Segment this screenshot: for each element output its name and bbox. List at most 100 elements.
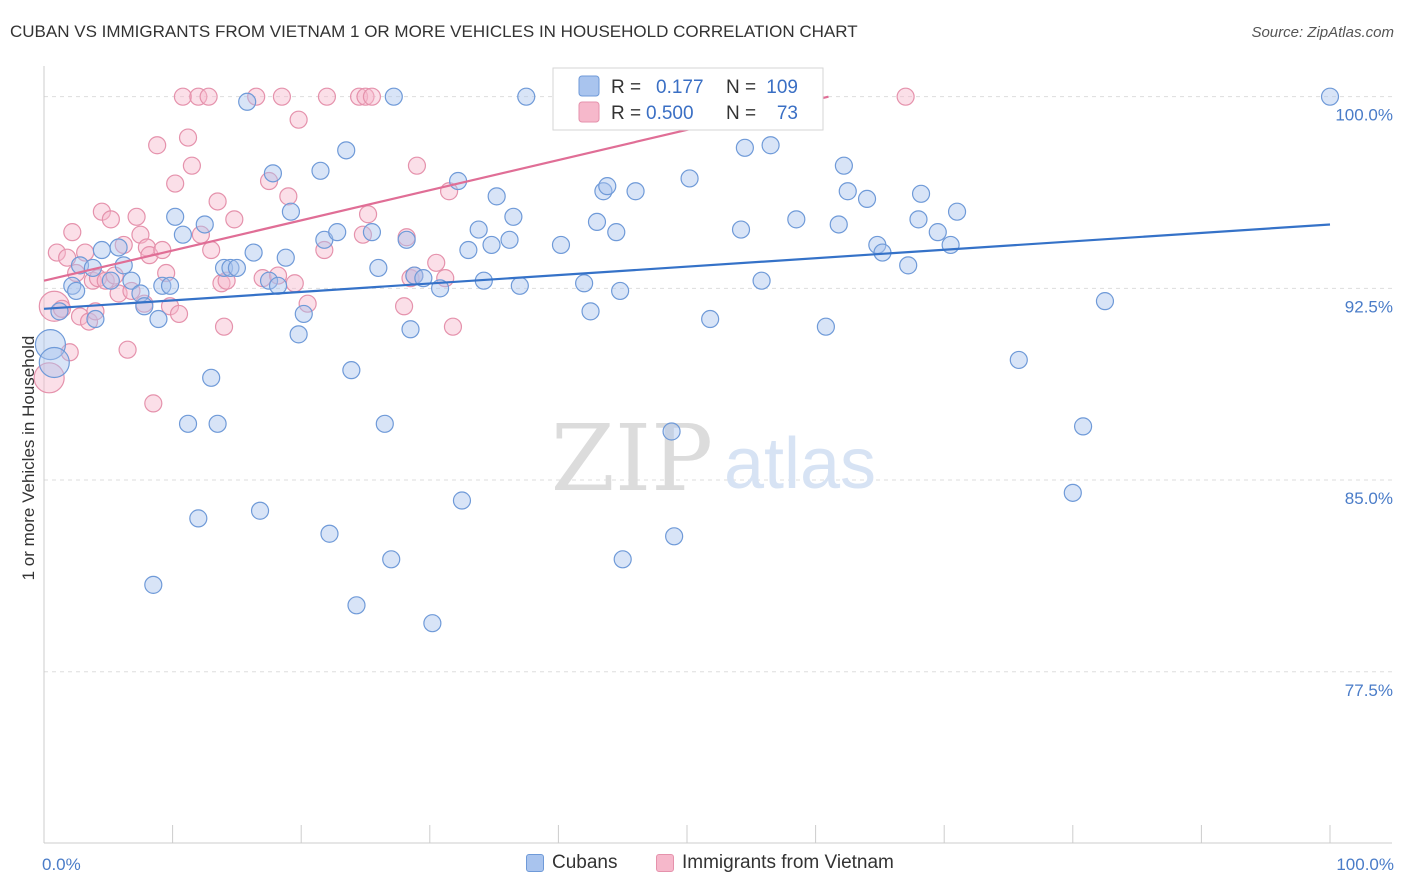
vietnam-point-45 (225, 210, 244, 229)
vietnam-point-50 (272, 87, 292, 106)
cuban-point-26 (214, 258, 234, 278)
vietnam-point-72 (896, 87, 915, 106)
chart-title: CUBAN VS IMMIGRANTS FROM VIETNAM 1 OR MO… (10, 22, 858, 41)
cuban-point-18 (160, 276, 180, 295)
cuban-point-21 (178, 414, 198, 433)
cuban-point-8 (92, 240, 111, 260)
cuban-point-52 (401, 320, 420, 339)
y-axis-label: 1 or more Vehicles in Household (19, 336, 38, 581)
cuban-point-36 (281, 202, 301, 221)
legend-item-cubans[interactable]: Cubans (526, 852, 618, 874)
cuban-point-54 (414, 269, 433, 288)
cuban-point-83 (735, 138, 754, 157)
vietnam-point-70 (443, 317, 463, 336)
vietnam-point-66 (407, 156, 427, 175)
cuban-point-43 (337, 141, 356, 160)
cuban-point-31 (250, 501, 270, 520)
y-tick-label-3: 77.5% (1345, 681, 1393, 700)
cuban-point-102 (1073, 417, 1093, 436)
cuban-point-78 (662, 422, 681, 441)
cuban-point-11 (114, 256, 133, 275)
stats-box: R = 0.177 N = 109 R = 0.500 N = 73 (552, 67, 824, 131)
stats-r-label-vietnam: R = (611, 103, 641, 124)
cuban-point-91 (857, 189, 877, 209)
cuban-point-32 (259, 271, 279, 290)
vietnam-point-12 (86, 302, 105, 321)
cuban-point-98 (941, 235, 960, 255)
vietnam-point-32 (166, 174, 185, 193)
cuban-point-19 (166, 207, 185, 226)
cuban-points (34, 87, 1340, 633)
vietnam-point-37 (189, 87, 208, 106)
vietnam-point-27 (144, 394, 163, 413)
stats-r-label-cubans: R = (611, 77, 641, 98)
vietnam-point-54 (298, 294, 317, 313)
cuban-point-64 (500, 230, 519, 249)
vietnam-point-52 (285, 274, 304, 293)
vietnam-point-39 (199, 87, 218, 106)
cuban-point-35 (276, 248, 295, 267)
cuban-point-67 (517, 87, 536, 106)
vietnam-point-19 (114, 235, 133, 255)
cuban-point-57 (448, 171, 468, 191)
grid-lines (44, 96, 1392, 673)
cuban-point-80 (680, 169, 699, 188)
vietnam-point-42 (212, 274, 231, 293)
cuban-point-4 (67, 281, 86, 301)
vietnam-point-67 (427, 253, 446, 272)
vietnam-point-20 (118, 340, 137, 359)
stats-n-label-cubans: N = (726, 77, 756, 98)
cuban-point-23 (195, 215, 214, 234)
cuban-point-95 (909, 210, 928, 229)
cuban-point-79 (665, 527, 684, 546)
cuban-point-99 (947, 202, 967, 221)
stats-r-value-vietnam: 0.500 (646, 103, 694, 124)
cuban-point-59 (459, 240, 478, 260)
vietnam-points (33, 87, 915, 413)
vietnam-point-15 (96, 271, 115, 290)
vietnam-point-55 (315, 240, 334, 260)
cuban-point-44 (342, 361, 361, 380)
legend-swatch-vietnam (656, 854, 674, 872)
vietnam-point-49 (268, 266, 288, 285)
vietnam-point-28 (148, 136, 167, 155)
vietnam-point-16 (101, 210, 120, 229)
stats-n-value-vietnam: 73 (777, 103, 798, 124)
cuban-point-88 (829, 215, 848, 234)
cuban-point-1 (38, 346, 70, 379)
y-tick-label-1: 92.5% (1345, 297, 1393, 316)
cuban-point-68 (551, 235, 571, 255)
vietnam-point-53 (289, 110, 308, 129)
cuban-point-34 (268, 276, 288, 295)
cuban-point-30 (244, 243, 263, 262)
cuban-point-16 (149, 309, 168, 329)
cuban-point-89 (834, 156, 853, 175)
cuban-point-101 (1063, 483, 1082, 502)
vietnam-point-46 (247, 87, 266, 106)
cuban-point-46 (362, 223, 382, 242)
cuban-point-29 (238, 92, 257, 111)
cuban-trend-line (43, 223, 1331, 310)
cuban-point-90 (838, 182, 857, 201)
vietnam-point-6 (63, 223, 82, 242)
vietnam-point-29 (153, 240, 172, 260)
cuban-point-96 (911, 184, 931, 203)
cuban-point-84 (752, 271, 771, 290)
cuban-point-55 (423, 614, 442, 633)
stats-r-value-cubans: 0.177 (656, 77, 704, 98)
cuban-point-87 (816, 317, 835, 336)
vietnam-point-2 (47, 243, 66, 262)
cuban-point-14 (135, 297, 154, 316)
cuban-point-104 (1320, 87, 1340, 106)
source-label: Source: ZipAtlas.com (1251, 24, 1394, 41)
cuban-point-22 (189, 509, 208, 528)
cuban-point-75 (611, 281, 630, 301)
cuban-point-49 (382, 550, 401, 569)
cuban-point-74 (607, 223, 626, 242)
legend-item-vietnam[interactable]: Immigrants from Vietnam (656, 852, 894, 874)
vietnam-point-35 (178, 128, 198, 147)
cuban-point-77 (626, 182, 645, 201)
cuban-point-81 (701, 309, 720, 329)
tick-labels: 100.0% 92.5% 85.0% 77.5% 0.0% 100.0% (42, 106, 1394, 874)
